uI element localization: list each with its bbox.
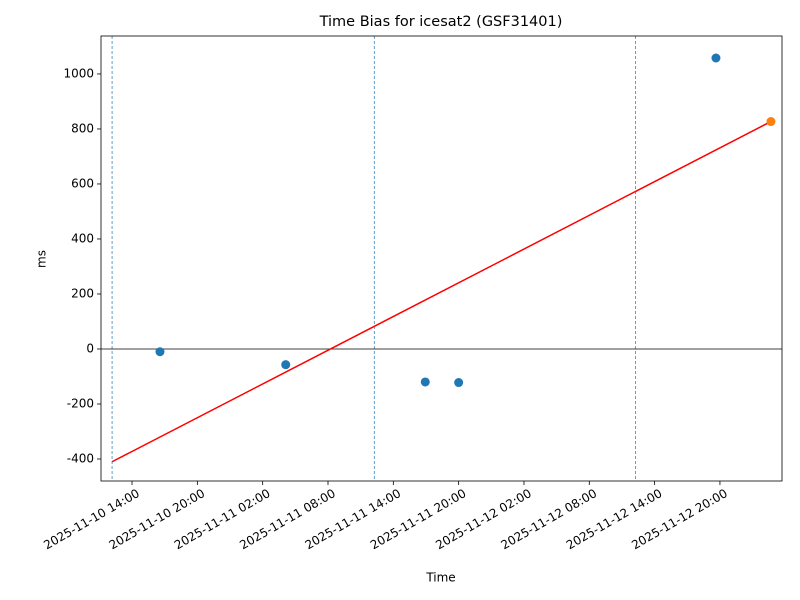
data-point: [155, 347, 165, 357]
plot-frame: [100, 35, 783, 482]
y-tick-label: 1000: [63, 66, 94, 80]
y-axis-label: ms: [35, 250, 49, 268]
y-tick-label: 200: [71, 286, 94, 300]
y-tick-label: 400: [71, 231, 94, 245]
data-point: [711, 53, 721, 63]
x-axis-label: Time: [425, 571, 455, 585]
trend-line: [111, 120, 772, 463]
data-point: [281, 360, 291, 370]
data-point: [454, 378, 464, 388]
y-tick-label: 600: [71, 176, 94, 190]
y-tick-label: -400: [67, 451, 94, 465]
data-point: [420, 377, 430, 387]
y-tick-label: 800: [71, 121, 94, 135]
chart-title: Time Bias for icesat2 (GSF31401): [319, 14, 563, 30]
y-tick-label: 0: [86, 341, 94, 355]
data-point: [766, 117, 776, 127]
y-tick-label: -200: [67, 396, 94, 410]
